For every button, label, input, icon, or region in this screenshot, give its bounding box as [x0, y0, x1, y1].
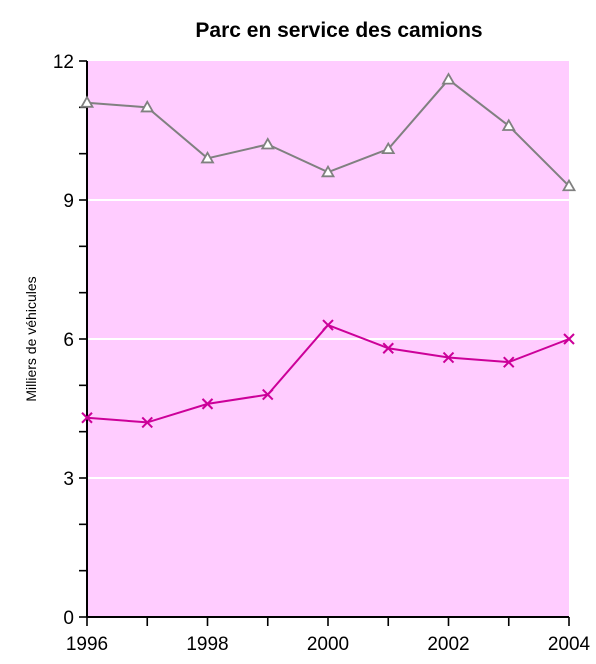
x-marker-stroke [262, 388, 274, 401]
y-tick-label: 0 [63, 608, 74, 629]
x-tick-label: 2000 [307, 634, 349, 655]
data-point-x [563, 333, 575, 345]
x-marker-stroke [563, 333, 575, 345]
x-marker-stroke [442, 351, 455, 364]
data-point-x [322, 319, 334, 331]
data-point-triangle [79, 95, 95, 108]
y-tick-label: 12 [53, 52, 74, 73]
data-point-x [201, 398, 214, 410]
data-point-triangle [501, 118, 516, 131]
x-tick-label: 2004 [548, 634, 591, 655]
series-layer [79, 72, 577, 429]
data-point-triangle [140, 100, 155, 113]
y-tick-label: 6 [63, 330, 74, 351]
x-tick-label: 1998 [186, 634, 228, 655]
y-axis-label: Milliers de véhicules [23, 276, 39, 401]
data-point-x [141, 416, 153, 429]
x-marker-stroke [382, 342, 394, 354]
data-point-x [503, 356, 515, 368]
x-marker-stroke [322, 319, 334, 331]
data-point-x [382, 342, 394, 354]
data-point-x [262, 388, 274, 401]
data-point-triangle [260, 137, 275, 150]
x-marker-stroke [141, 416, 153, 429]
gridlines [87, 199, 569, 479]
data-point-x [81, 412, 93, 424]
x-marker-stroke [503, 356, 515, 368]
x-tick-label: 2002 [427, 634, 469, 655]
data-point-x [442, 351, 455, 364]
x-marker-stroke [201, 398, 214, 410]
x-tick-label: 1996 [66, 634, 108, 655]
y-tick-label: 3 [63, 469, 74, 490]
data-point-triangle [200, 150, 215, 164]
axes: 0 3 6 9 12 1996 1998 2000 2002 2004 [53, 52, 591, 655]
data-point-triangle [320, 164, 336, 178]
data-point-triangle [381, 141, 396, 155]
y-tick-label: 9 [63, 191, 74, 212]
chart-title: Parc en service des camions [195, 19, 482, 42]
data-point-triangle [441, 72, 456, 85]
data-point-triangle [561, 178, 577, 192]
x-marker-stroke [81, 412, 93, 424]
